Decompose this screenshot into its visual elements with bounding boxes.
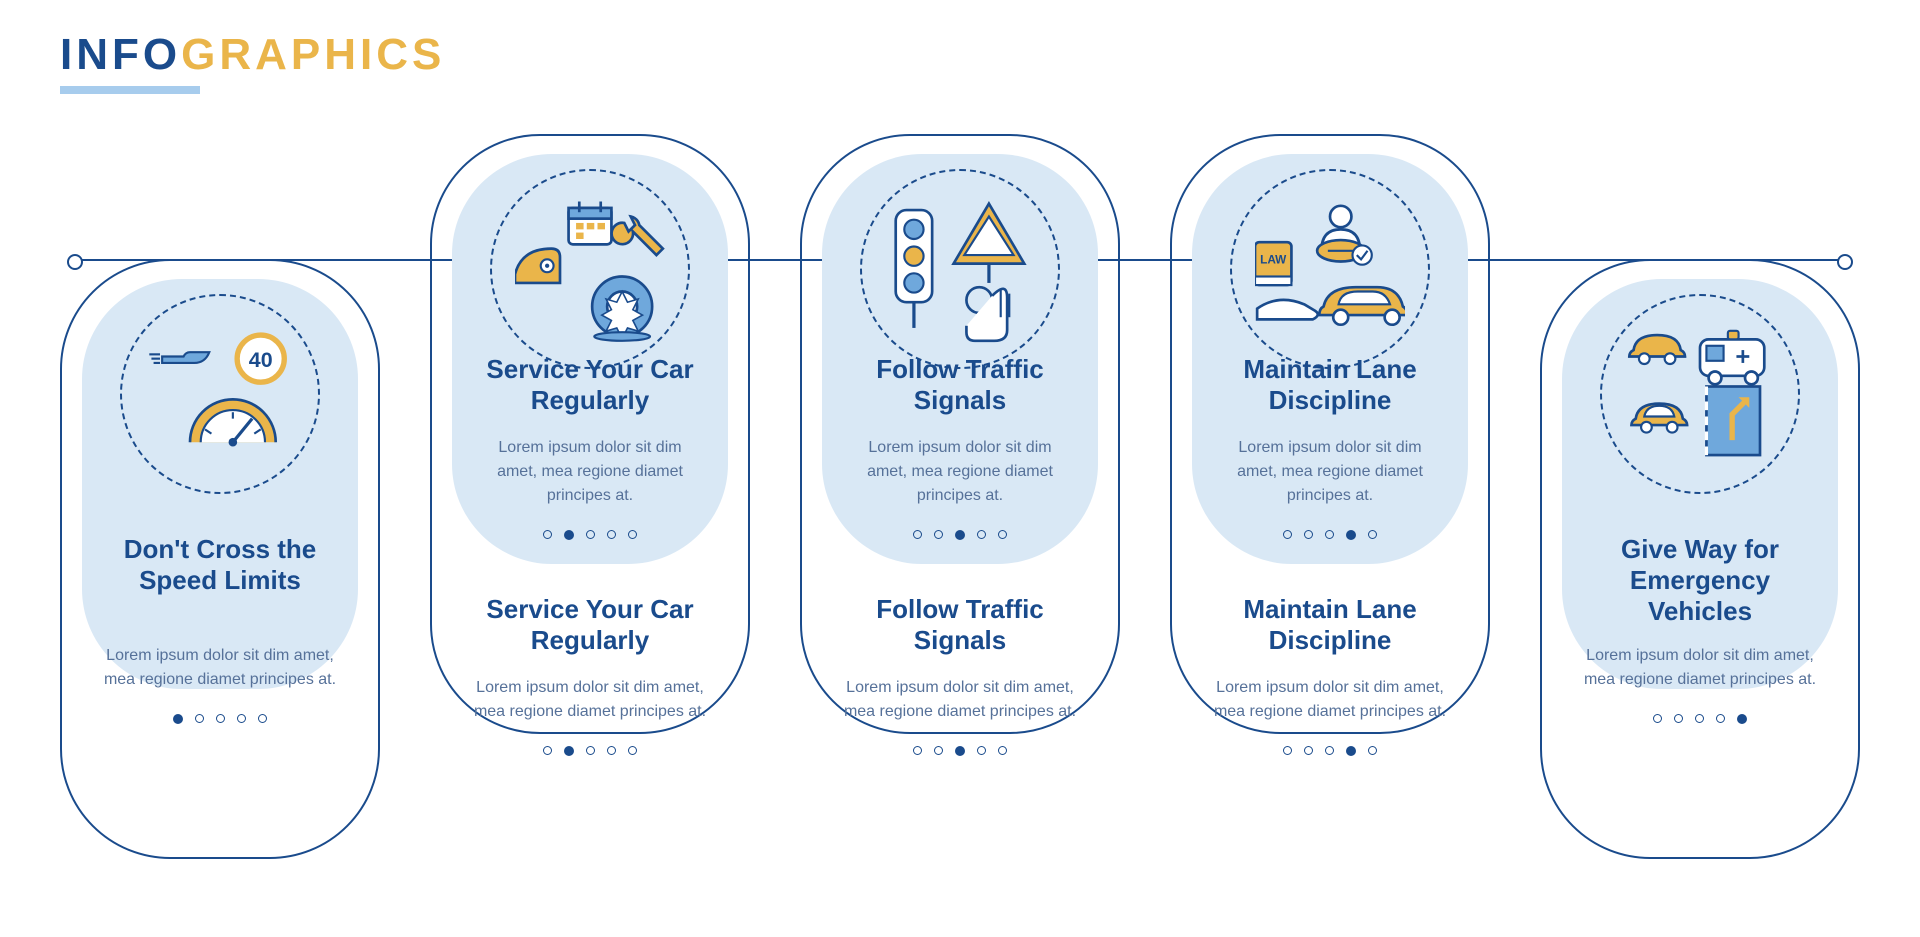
pager-dot [1368, 530, 1377, 539]
pager-dot [1325, 530, 1334, 539]
card-body-repeat: Lorem ipsum dolor sit dim amet, mea regi… [460, 676, 720, 724]
card-text-below: Follow Traffic Signals Lorem ipsum dolor … [830, 594, 1090, 756]
pager-dot [628, 746, 637, 755]
lane-discipline-icon [1230, 169, 1430, 369]
card-text-below: Lorem ipsum dolor sit dim amet, mea regi… [90, 624, 350, 724]
pager-dot [1346, 530, 1356, 540]
card-body-repeat: Lorem ipsum dolor sit dim amet, mea regi… [830, 676, 1090, 724]
pager-dot [1653, 714, 1662, 723]
pager-dot [977, 530, 986, 539]
pager-dot [543, 530, 552, 539]
pager-dot [173, 714, 183, 724]
card-title-repeat: Maintain Lane Discipline [1200, 594, 1460, 656]
title-row: INFO GRAPHICS [60, 30, 1860, 80]
pager-dots [1220, 530, 1440, 540]
pager-dot [1304, 746, 1313, 755]
pager-dots [1570, 714, 1830, 724]
pager-dot [1737, 714, 1747, 724]
pager-dot [195, 714, 204, 723]
card-text-below: Lorem ipsum dolor sit dim amet, mea regi… [1570, 624, 1830, 724]
speed-limit-icon [120, 294, 320, 494]
title-word-1: INFO [60, 30, 181, 80]
pager-dot [934, 530, 943, 539]
pager-dot [934, 746, 943, 755]
card-title-repeat: Service Your Car Regularly [460, 594, 720, 656]
pager-dots [480, 530, 700, 540]
card-title-repeat: Follow Traffic Signals [830, 594, 1090, 656]
pager-dot [216, 714, 225, 723]
infographic-stage: Don't Cross the Speed Limits Lorem ipsum … [60, 134, 1860, 914]
pager-dot [1368, 746, 1377, 755]
pager-dot [586, 530, 595, 539]
pager-dots [90, 714, 350, 724]
title-underline [60, 86, 200, 94]
card-body: Lorem ipsum dolor sit dim amet, mea regi… [850, 436, 1070, 508]
card-text-below: Service Your Car Regularly Lorem ipsum do… [460, 594, 720, 756]
pager-dot [607, 746, 616, 755]
car-service-icon [490, 169, 690, 369]
pager-dot [913, 530, 922, 539]
pager-dots [460, 746, 720, 756]
pager-dot [564, 530, 574, 540]
pager-dot [543, 746, 552, 755]
card-body: Lorem ipsum dolor sit dim amet, mea regi… [480, 436, 700, 508]
pager-dot [1283, 530, 1292, 539]
pager-dots [850, 530, 1070, 540]
pager-dot [998, 530, 1007, 539]
pager-dot [1695, 714, 1704, 723]
card-text-below: Maintain Lane Discipline Lorem ipsum dolo… [1200, 594, 1460, 756]
pager-dot [1304, 530, 1313, 539]
pager-dot [628, 530, 637, 539]
pager-dot [258, 714, 267, 723]
pager-dot [955, 530, 965, 540]
card-title: Don't Cross the Speed Limits [100, 534, 340, 596]
pager-dot [607, 530, 616, 539]
emergency-vehicles-icon [1600, 294, 1800, 494]
pager-dot [564, 746, 574, 756]
pager-dot [998, 746, 1007, 755]
title-word-2: GRAPHICS [181, 30, 445, 80]
pager-dot [955, 746, 965, 756]
card-body: Lorem ipsum dolor sit dim amet, mea regi… [1220, 436, 1440, 508]
pager-dot [913, 746, 922, 755]
pager-dot [586, 746, 595, 755]
pager-dot [237, 714, 246, 723]
pager-dot [977, 746, 986, 755]
card-body: Lorem ipsum dolor sit dim amet, mea regi… [90, 644, 350, 692]
card-title: Give Way for Emergency Vehicles [1580, 534, 1820, 628]
pager-dot [1674, 714, 1683, 723]
pager-dot [1716, 714, 1725, 723]
traffic-signals-icon [860, 169, 1060, 369]
pager-dots [1200, 746, 1460, 756]
pager-dots [830, 746, 1090, 756]
header: INFO GRAPHICS [60, 30, 1860, 94]
card-body: Lorem ipsum dolor sit dim amet, mea regi… [1570, 644, 1830, 692]
pager-dot [1346, 746, 1356, 756]
card-body-repeat: Lorem ipsum dolor sit dim amet, mea regi… [1200, 676, 1460, 724]
pager-dot [1283, 746, 1292, 755]
pager-dot [1325, 746, 1334, 755]
